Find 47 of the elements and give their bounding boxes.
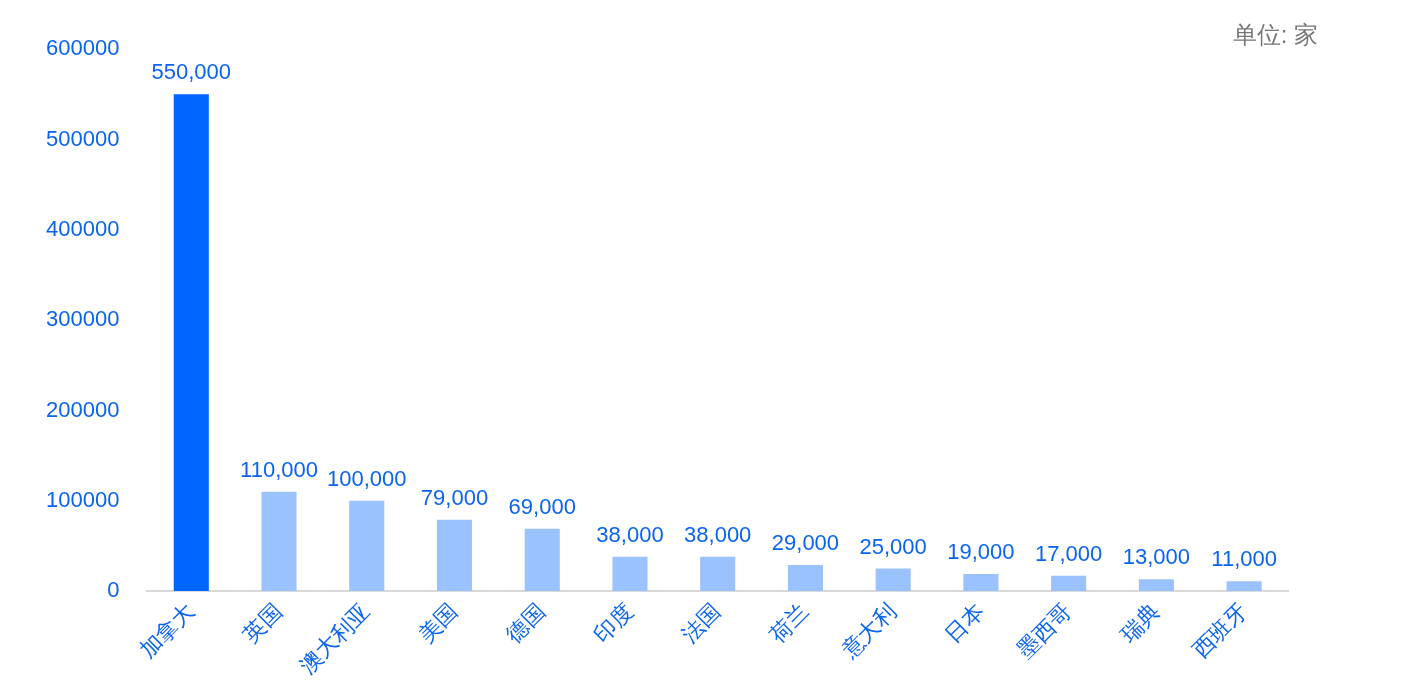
- data-label: 550,000: [151, 59, 232, 85]
- data-label: 100,000: [326, 465, 407, 491]
- bar: [261, 491, 297, 592]
- bar: [1051, 575, 1087, 592]
- bar: [1138, 579, 1174, 592]
- x-tick-label: 墨西哥: [1012, 598, 1077, 663]
- bar: [963, 573, 999, 592]
- data-label: 29,000: [771, 529, 840, 555]
- bar: [700, 556, 736, 592]
- data-label: 110,000: [240, 456, 318, 482]
- data-label: 19,000: [947, 539, 1015, 565]
- bar: [436, 519, 473, 592]
- data-label: 17,000: [1035, 540, 1103, 566]
- bar: [349, 500, 385, 592]
- data-label: 13,000: [1122, 544, 1191, 570]
- data-label: 79,000: [420, 484, 489, 510]
- bar: [524, 528, 560, 592]
- x-tick-label: 澳大利亚: [294, 598, 375, 679]
- x-tick-label: 荷兰: [764, 598, 814, 648]
- x-tick-label: 印度: [589, 598, 638, 648]
- y-tick-label: 0: [107, 577, 120, 603]
- data-label: 69,000: [508, 493, 576, 519]
- x-tick-label: 加拿大: [134, 598, 200, 663]
- x-tick-label: 瑞典: [1115, 598, 1165, 648]
- x-tick-label: 日本: [939, 598, 989, 648]
- x-tick-label: 美国: [413, 598, 463, 648]
- x-tick-label: 意大利: [835, 598, 901, 664]
- text: 单位: 家: [1232, 20, 1318, 48]
- y-tick-label: 100000: [45, 486, 120, 512]
- data-label: 38,000: [684, 521, 752, 547]
- y-tick-label: 300000: [45, 306, 120, 332]
- data-label: 11,000: [1211, 546, 1277, 572]
- x-tick-label: 西班牙: [1187, 598, 1252, 663]
- bar: [173, 94, 209, 592]
- bar: [875, 568, 911, 592]
- x-tick-label: 英国: [238, 598, 287, 648]
- x-tick-label: 法国: [676, 598, 726, 648]
- y-tick-label: 400000: [45, 215, 120, 241]
- x-tick-label: 德国: [501, 598, 551, 648]
- y-tick-label: 500000: [45, 125, 120, 151]
- bar: [787, 564, 823, 592]
- bar: [1226, 581, 1262, 592]
- data-label: 38,000: [596, 521, 664, 547]
- data-label: 25,000: [859, 533, 927, 559]
- bar: [612, 556, 648, 592]
- y-tick-label: 200000: [45, 396, 120, 422]
- y-tick-label: 600000: [45, 35, 120, 61]
